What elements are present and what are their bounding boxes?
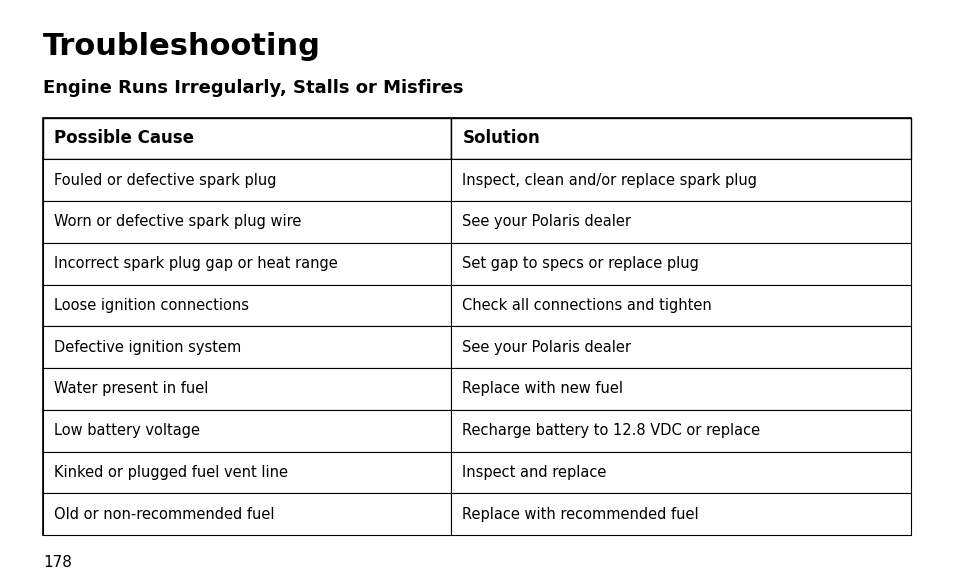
- Text: Inspect and replace: Inspect and replace: [462, 465, 606, 480]
- Text: Set gap to specs or replace plug: Set gap to specs or replace plug: [462, 256, 699, 271]
- FancyBboxPatch shape: [451, 118, 910, 159]
- FancyBboxPatch shape: [451, 285, 910, 326]
- Text: Replace with new fuel: Replace with new fuel: [462, 382, 622, 396]
- FancyBboxPatch shape: [43, 243, 451, 285]
- FancyBboxPatch shape: [43, 410, 451, 452]
- FancyBboxPatch shape: [43, 368, 451, 410]
- Text: Water present in fuel: Water present in fuel: [54, 382, 209, 396]
- FancyBboxPatch shape: [43, 118, 910, 535]
- Text: 178: 178: [43, 555, 71, 570]
- Text: Worn or defective spark plug wire: Worn or defective spark plug wire: [54, 215, 301, 229]
- FancyBboxPatch shape: [451, 243, 910, 285]
- Text: Engine Runs Irregularly, Stalls or Misfires: Engine Runs Irregularly, Stalls or Misfi…: [43, 79, 463, 98]
- FancyBboxPatch shape: [43, 201, 451, 243]
- FancyBboxPatch shape: [43, 118, 451, 159]
- Text: Defective ignition system: Defective ignition system: [54, 340, 241, 355]
- FancyBboxPatch shape: [451, 368, 910, 410]
- Text: Replace with recommended fuel: Replace with recommended fuel: [462, 507, 699, 522]
- FancyBboxPatch shape: [451, 452, 910, 493]
- Text: Loose ignition connections: Loose ignition connections: [54, 298, 249, 313]
- FancyBboxPatch shape: [43, 159, 451, 201]
- Text: Fouled or defective spark plug: Fouled or defective spark plug: [54, 173, 276, 188]
- FancyBboxPatch shape: [451, 159, 910, 201]
- FancyBboxPatch shape: [451, 201, 910, 243]
- Text: Recharge battery to 12.8 VDC or replace: Recharge battery to 12.8 VDC or replace: [462, 423, 760, 438]
- Text: Inspect, clean and/or replace spark plug: Inspect, clean and/or replace spark plug: [462, 173, 757, 188]
- FancyBboxPatch shape: [43, 452, 451, 493]
- Text: Solution: Solution: [462, 129, 539, 148]
- FancyBboxPatch shape: [451, 410, 910, 452]
- Text: Old or non-recommended fuel: Old or non-recommended fuel: [54, 507, 274, 522]
- Text: Troubleshooting: Troubleshooting: [43, 32, 320, 61]
- Text: Check all connections and tighten: Check all connections and tighten: [462, 298, 711, 313]
- Text: Low battery voltage: Low battery voltage: [54, 423, 200, 438]
- Text: See your Polaris dealer: See your Polaris dealer: [462, 340, 631, 355]
- FancyBboxPatch shape: [451, 326, 910, 368]
- Text: Possible Cause: Possible Cause: [54, 129, 194, 148]
- Text: See your Polaris dealer: See your Polaris dealer: [462, 215, 631, 229]
- Text: Incorrect spark plug gap or heat range: Incorrect spark plug gap or heat range: [54, 256, 337, 271]
- Text: Kinked or plugged fuel vent line: Kinked or plugged fuel vent line: [54, 465, 288, 480]
- FancyBboxPatch shape: [43, 285, 451, 326]
- FancyBboxPatch shape: [43, 326, 451, 368]
- FancyBboxPatch shape: [43, 493, 451, 535]
- FancyBboxPatch shape: [451, 493, 910, 535]
